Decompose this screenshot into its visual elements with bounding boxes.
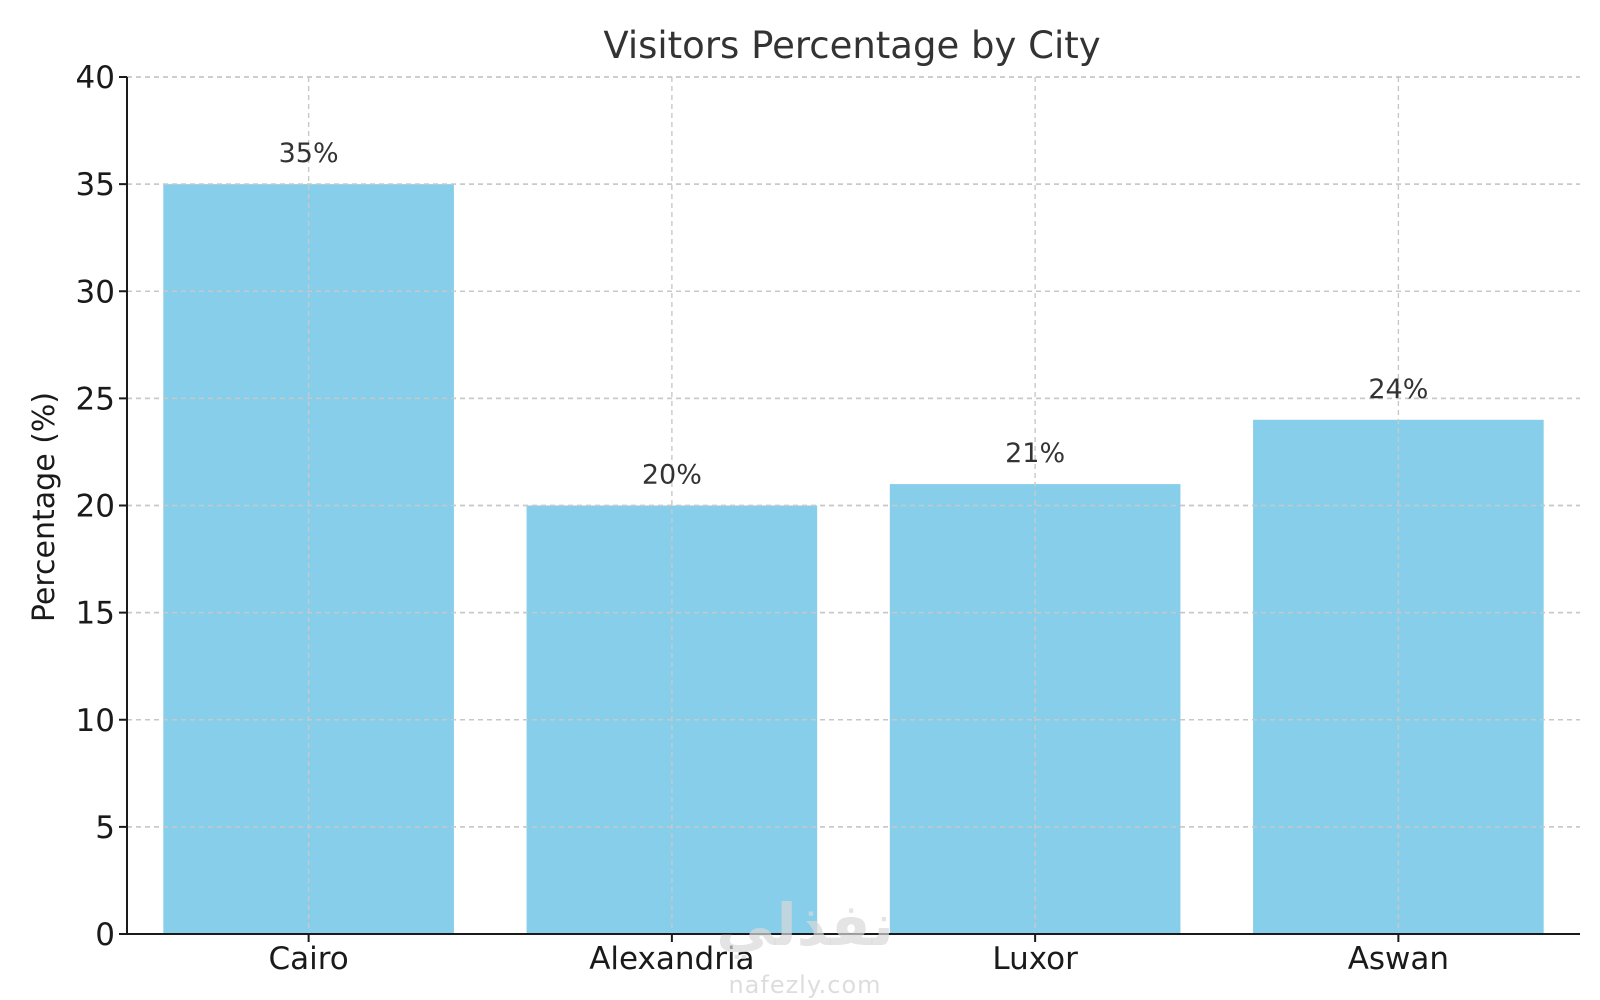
chart-title: Visitors Percentage by City bbox=[603, 24, 1100, 67]
x-tick-label: Aswan bbox=[1348, 941, 1449, 977]
y-tick-label: 5 bbox=[95, 810, 115, 846]
y-tick-label: 0 bbox=[95, 917, 115, 953]
watermark-logo: نفذلي bbox=[716, 891, 893, 959]
y-tick-label: 15 bbox=[76, 596, 115, 632]
y-tick-label: 40 bbox=[76, 60, 115, 96]
x-tick-label: Alexandria bbox=[589, 941, 754, 977]
y-tick-label: 10 bbox=[76, 703, 115, 739]
labels: 0 5 10 15 20 25 30 35 40 Cairo 35% Alexandria 20% Lux… bbox=[76, 60, 1450, 977]
y-tick-label: 25 bbox=[76, 381, 115, 417]
x-tick-label: Cairo bbox=[268, 941, 348, 977]
data-label: 20% bbox=[642, 460, 702, 491]
vertical-grid bbox=[127, 76, 1580, 934]
axes bbox=[119, 76, 1580, 942]
y-axis-label: Percentage (%) bbox=[27, 392, 62, 622]
y-tick-label: 20 bbox=[76, 489, 115, 525]
x-tick-label: Luxor bbox=[992, 941, 1078, 977]
data-label: 24% bbox=[1368, 374, 1428, 405]
watermark-url: nafezly.com bbox=[728, 971, 881, 999]
y-tick-label: 30 bbox=[76, 274, 115, 310]
bar-aswan bbox=[1253, 419, 1544, 934]
data-label: 21% bbox=[1005, 438, 1065, 469]
watermark: نفذلي nafezly.com bbox=[716, 891, 893, 999]
y-tick-label: 35 bbox=[76, 167, 115, 203]
data-label: 35% bbox=[279, 138, 339, 169]
